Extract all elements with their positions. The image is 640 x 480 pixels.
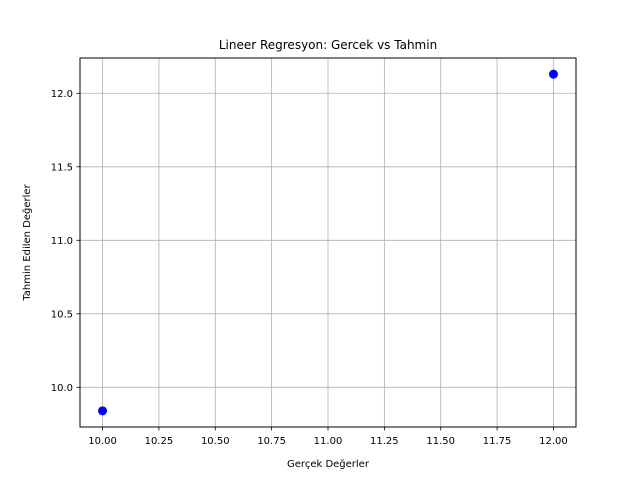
y-tick-label: 10.0 [51, 383, 73, 394]
data-point [548, 69, 558, 79]
x-tick-label: 11.50 [426, 436, 455, 447]
data-points [98, 69, 558, 416]
grid-lines [80, 58, 576, 427]
x-tick-label: 11.00 [314, 436, 343, 447]
y-tick-label: 10.5 [51, 309, 73, 320]
y-axis-label: Tahmin Edilen Değerler [21, 183, 33, 301]
x-tick-label: 10.75 [257, 436, 286, 447]
x-tick-label: 11.75 [483, 436, 512, 447]
x-tick-label: 11.25 [370, 436, 399, 447]
x-tick-label: 10.25 [145, 436, 174, 447]
x-tick-label: 10.00 [88, 436, 117, 447]
y-tick-label: 11.0 [51, 236, 73, 247]
x-axis-label: Gerçek Değerler [287, 458, 370, 470]
y-axis-ticks: 10.0 10.5 11.0 11.5 12.0 [51, 89, 80, 394]
x-axis-ticks: 10.00 10.25 10.50 10.75 11.00 11.25 11.50 11.75… [88, 427, 568, 447]
y-tick-label: 12.0 [51, 89, 73, 100]
x-tick-label: 12.00 [539, 436, 568, 447]
data-point [98, 406, 108, 416]
y-tick-label: 11.5 [51, 162, 73, 173]
chart-title: Lineer Regresyon: Gercek vs Tahmin [219, 38, 437, 52]
x-tick-label: 10.50 [201, 436, 230, 447]
